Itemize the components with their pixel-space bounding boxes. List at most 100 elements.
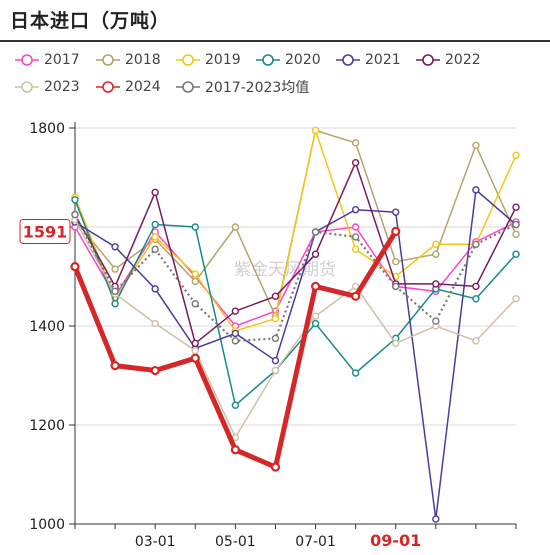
x-tick-label: 03-01	[135, 534, 176, 550]
legend-marker-icon	[176, 54, 200, 66]
legend-label: 2017-2023均值	[205, 80, 310, 96]
data-point[interactable]	[271, 356, 280, 365]
data-point[interactable]	[351, 139, 360, 147]
data-point[interactable]	[472, 282, 480, 291]
data-point[interactable]	[311, 126, 320, 135]
legend-item-2022[interactable]: 2022	[415, 50, 481, 70]
legend-item-2024[interactable]: 2024	[95, 77, 161, 97]
data-point[interactable]	[391, 226, 401, 237]
data-point[interactable]	[191, 347, 199, 355]
data-point[interactable]	[191, 277, 199, 286]
data-point[interactable]	[351, 291, 361, 301]
legend-item-2021[interactable]: 2021	[335, 50, 401, 70]
data-point[interactable]	[472, 141, 480, 150]
data-point[interactable]	[472, 337, 480, 345]
legend-marker-icon	[96, 54, 120, 66]
x-tick-label: 05-01	[215, 534, 256, 550]
data-point[interactable]	[472, 186, 480, 194]
data-point[interactable]	[472, 295, 480, 303]
data-point[interactable]	[472, 240, 480, 249]
data-point[interactable]	[432, 515, 440, 523]
data-point[interactable]	[231, 337, 240, 345]
legend-item-2017-2023[interactable]: 2017-2023均值	[175, 77, 309, 97]
data-point[interactable]	[512, 230, 520, 239]
series-line	[74, 127, 517, 332]
series-2020	[71, 196, 520, 409]
series-2021	[71, 186, 520, 523]
legend-label: 2020	[285, 52, 321, 68]
data-point[interactable]	[311, 319, 320, 328]
series-2022	[71, 158, 520, 348]
data-point[interactable]	[191, 300, 199, 308]
legend-marker-icon	[176, 81, 200, 93]
data-point[interactable]	[231, 307, 240, 315]
data-point[interactable]	[432, 250, 440, 258]
data-point[interactable]	[231, 329, 240, 338]
data-point[interactable]	[111, 243, 119, 251]
data-point[interactable]	[271, 314, 280, 323]
data-point[interactable]	[310, 281, 321, 291]
data-point[interactable]	[151, 233, 159, 241]
data-point[interactable]	[70, 262, 80, 272]
data-point[interactable]	[351, 245, 360, 253]
data-point[interactable]	[392, 208, 400, 216]
series-line	[74, 214, 517, 343]
data-point[interactable]	[351, 369, 360, 377]
series-2024	[70, 226, 401, 472]
data-point[interactable]	[392, 339, 400, 348]
data-point[interactable]	[392, 257, 400, 266]
data-point[interactable]	[351, 205, 360, 214]
data-point[interactable]	[151, 285, 159, 293]
y-tick-label: 1400	[29, 319, 65, 335]
data-point[interactable]	[512, 203, 520, 211]
data-point[interactable]	[270, 462, 281, 472]
data-point[interactable]	[230, 445, 240, 455]
data-point[interactable]	[190, 353, 200, 363]
data-point[interactable]	[271, 292, 280, 300]
legend-item-2023[interactable]: 2023	[14, 77, 80, 97]
series-2017-2023	[71, 210, 520, 345]
legend-item-2018[interactable]: 2018	[95, 50, 161, 70]
data-point[interactable]	[110, 361, 120, 371]
data-point[interactable]	[432, 240, 440, 249]
data-point[interactable]	[150, 365, 160, 376]
legend-item-2017[interactable]: 2017	[14, 50, 80, 70]
legend-item-2019[interactable]: 2019	[175, 50, 241, 70]
data-point[interactable]	[151, 245, 159, 253]
data-point[interactable]	[191, 339, 199, 348]
data-point[interactable]	[432, 317, 440, 325]
data-point[interactable]	[311, 312, 320, 320]
data-point[interactable]	[512, 220, 520, 229]
data-point[interactable]	[351, 223, 360, 231]
data-point[interactable]	[111, 265, 119, 273]
data-point[interactable]	[512, 151, 520, 159]
data-point[interactable]	[111, 300, 119, 308]
legend-item-2020[interactable]: 2020	[255, 50, 321, 70]
data-point[interactable]	[351, 282, 360, 291]
data-point[interactable]	[351, 158, 360, 167]
data-point[interactable]	[311, 250, 320, 258]
legend-marker-icon	[15, 81, 39, 93]
data-point[interactable]	[311, 228, 320, 236]
data-point[interactable]	[71, 210, 79, 219]
data-point[interactable]	[512, 250, 520, 258]
data-point[interactable]	[231, 223, 240, 231]
data-point[interactable]	[351, 233, 360, 241]
data-point[interactable]	[512, 295, 520, 303]
data-point[interactable]	[151, 188, 159, 197]
data-point[interactable]	[231, 401, 240, 409]
data-point[interactable]	[392, 282, 400, 291]
data-point[interactable]	[271, 366, 280, 375]
data-point[interactable]	[71, 196, 79, 204]
callout-layer: 1591	[19, 218, 71, 244]
data-point[interactable]	[432, 280, 440, 288]
series-2019	[71, 126, 520, 335]
data-point[interactable]	[151, 220, 159, 229]
data-point[interactable]	[191, 270, 199, 278]
data-point[interactable]	[191, 223, 199, 231]
data-point[interactable]	[271, 334, 280, 343]
y-tick-label: 1000	[29, 517, 65, 533]
data-point[interactable]	[111, 287, 119, 296]
data-point[interactable]	[151, 319, 159, 328]
legend-marker-icon	[336, 54, 360, 66]
